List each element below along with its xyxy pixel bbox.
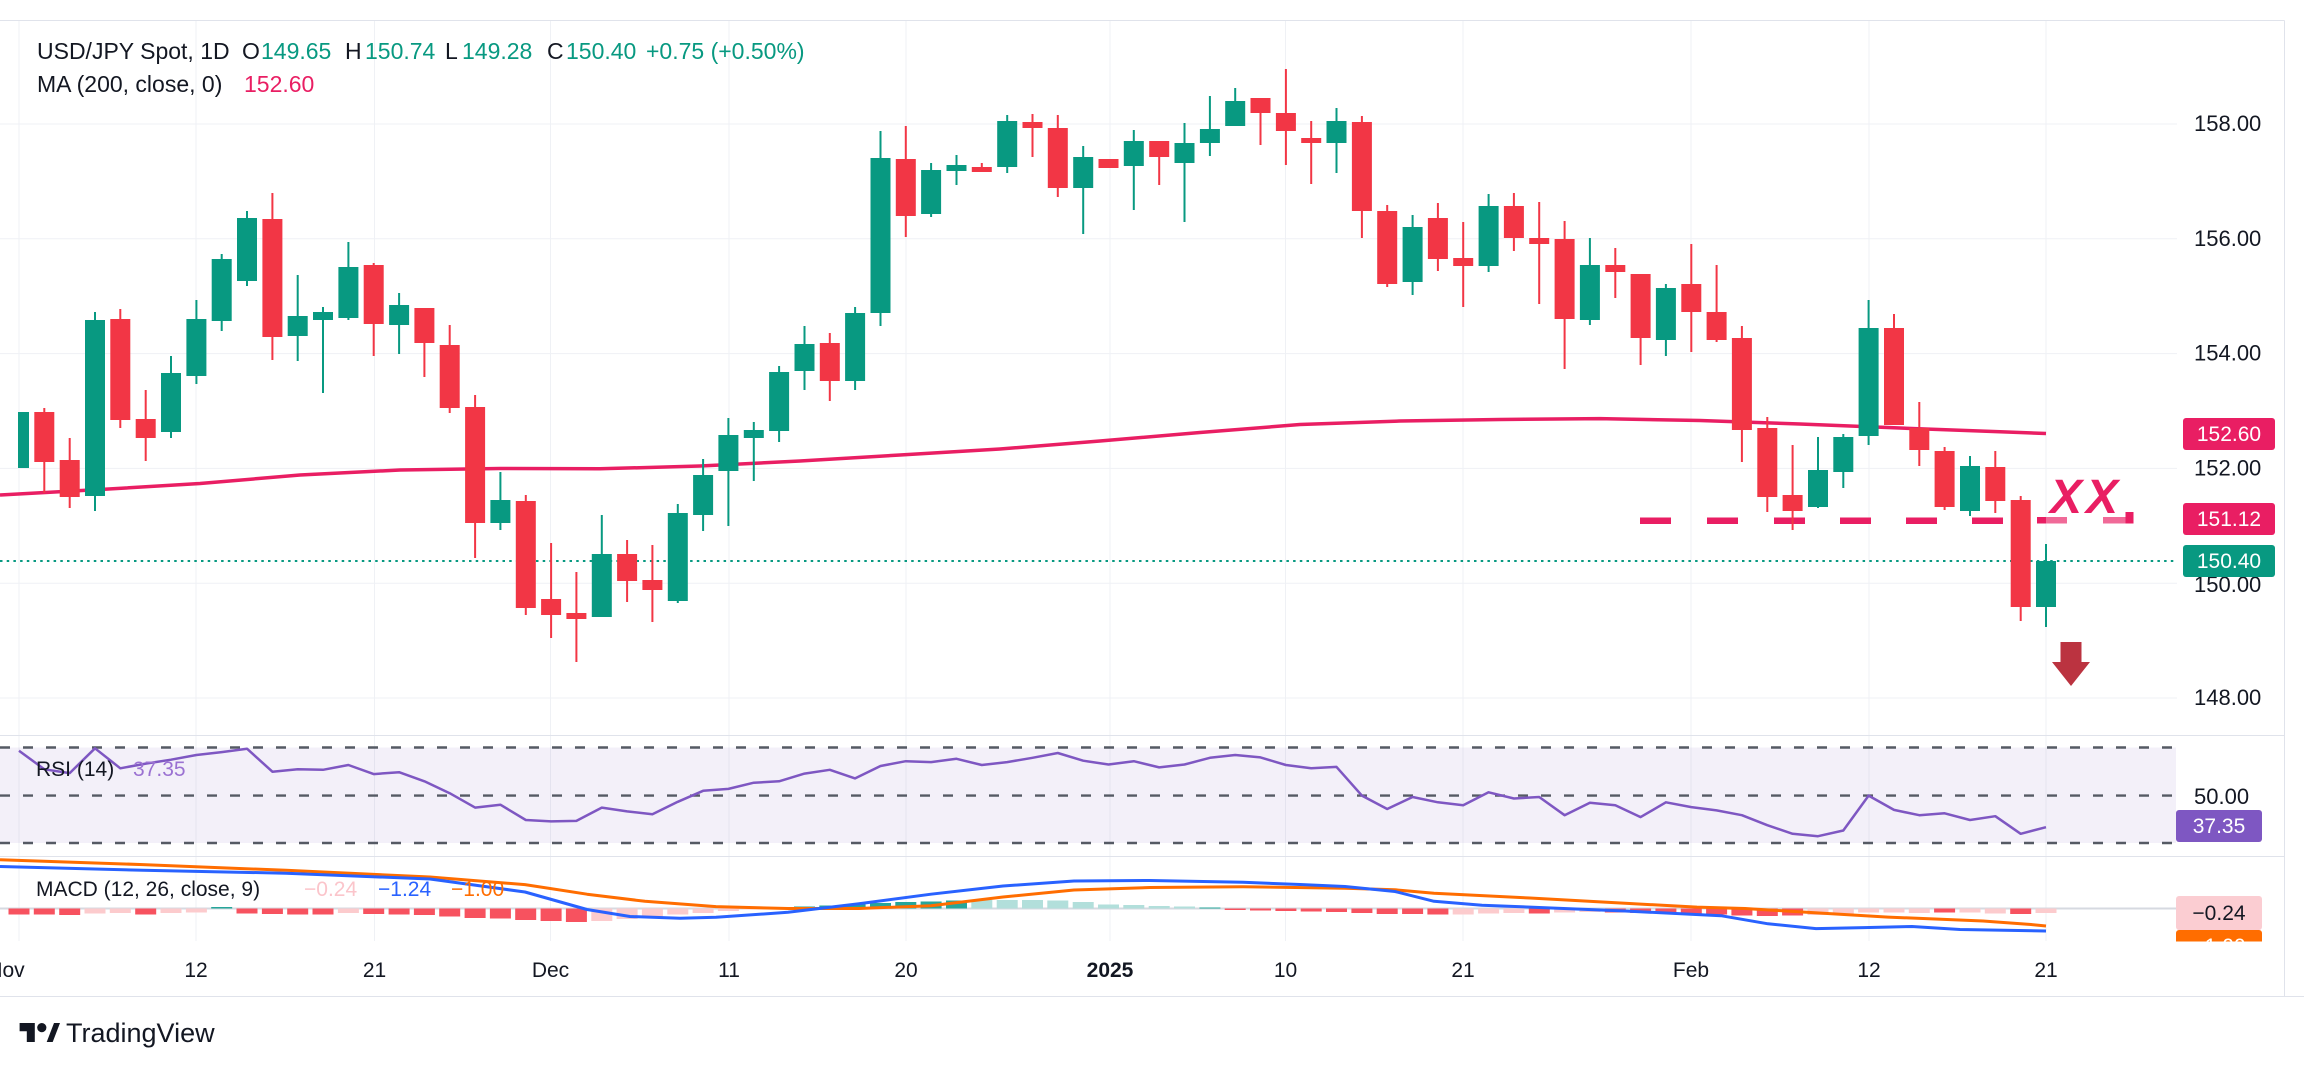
svg-text:TradingView: TradingView xyxy=(66,1018,215,1048)
svg-text:152.00: 152.00 xyxy=(2194,455,2261,480)
svg-text:−0.24: −0.24 xyxy=(304,878,357,901)
svg-text:O: O xyxy=(242,38,260,64)
svg-text:Nov: Nov xyxy=(0,959,25,982)
svg-text:154.00: 154.00 xyxy=(2194,341,2261,366)
svg-text:H: H xyxy=(345,38,362,64)
svg-text:12: 12 xyxy=(1857,959,1880,982)
svg-text:+0.75 (+0.50%): +0.75 (+0.50%) xyxy=(646,38,805,64)
svg-text:12: 12 xyxy=(184,959,207,982)
svg-text:XX: XX xyxy=(2047,471,2122,524)
svg-text:21: 21 xyxy=(2034,959,2057,982)
svg-text:151.12: 151.12 xyxy=(2197,508,2261,531)
svg-text:21: 21 xyxy=(363,959,386,982)
svg-text:37.35: 37.35 xyxy=(133,758,186,781)
svg-text:50.00: 50.00 xyxy=(2194,784,2249,809)
svg-text:RSI (14): RSI (14) xyxy=(36,758,114,781)
svg-text:USD/JPY Spot, 1D: USD/JPY Spot, 1D xyxy=(37,38,230,64)
svg-text:Feb: Feb xyxy=(1673,959,1709,982)
svg-text:−0.24: −0.24 xyxy=(2192,902,2245,925)
svg-text:Dec: Dec xyxy=(532,959,569,982)
svg-text:156.00: 156.00 xyxy=(2194,226,2261,251)
svg-text:150.74: 150.74 xyxy=(365,38,436,64)
svg-text:149.65: 149.65 xyxy=(261,38,331,64)
svg-text:C: C xyxy=(547,38,564,64)
svg-text:−1.00: −1.00 xyxy=(451,878,504,901)
svg-text:21: 21 xyxy=(1451,959,1474,982)
svg-text:10: 10 xyxy=(1274,959,1297,982)
svg-text:152.60: 152.60 xyxy=(244,71,314,97)
svg-text:150.40: 150.40 xyxy=(2197,550,2261,573)
svg-text:MA (200, close, 0): MA (200, close, 0) xyxy=(37,71,222,97)
svg-text:150.40: 150.40 xyxy=(566,38,636,64)
svg-text:L: L xyxy=(445,38,458,64)
svg-text:20: 20 xyxy=(894,959,917,982)
svg-text:MACD (12, 26, close, 9): MACD (12, 26, close, 9) xyxy=(36,878,260,901)
svg-text:148.00: 148.00 xyxy=(2194,685,2261,710)
svg-text:−1.24: −1.24 xyxy=(378,878,431,901)
svg-text:−1.00: −1.00 xyxy=(2192,935,2245,958)
svg-text:149.28: 149.28 xyxy=(462,38,532,64)
svg-text:37.35: 37.35 xyxy=(2193,815,2246,838)
svg-text:11: 11 xyxy=(718,959,740,982)
svg-text:152.60: 152.60 xyxy=(2197,423,2261,446)
svg-text:158.00: 158.00 xyxy=(2194,111,2261,136)
svg-text:2025: 2025 xyxy=(1087,959,1134,982)
